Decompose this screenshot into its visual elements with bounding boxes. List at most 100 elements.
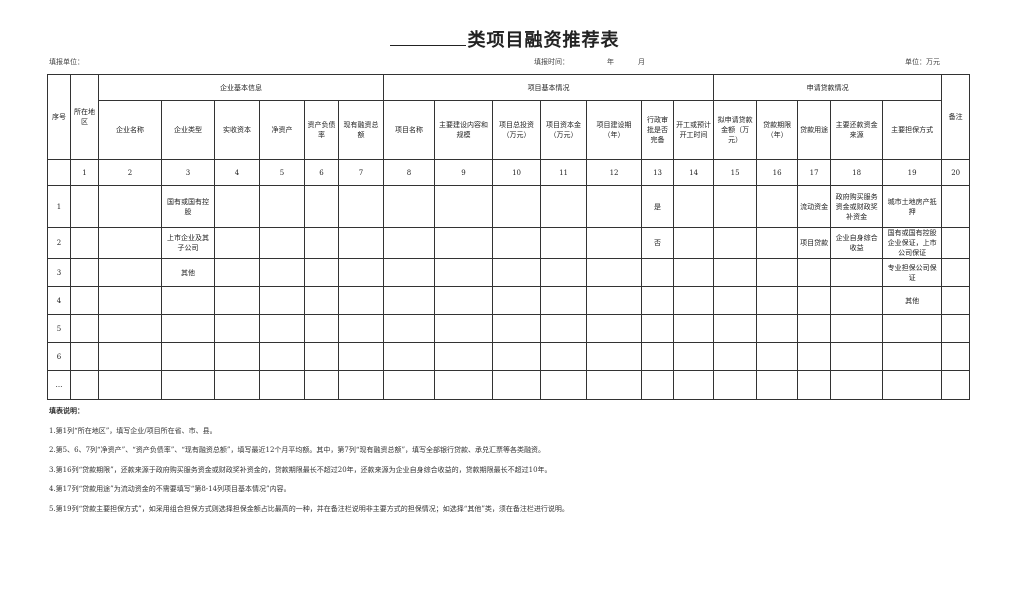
- table-cell[interactable]: [70, 314, 99, 343]
- table-cell[interactable]: [304, 227, 339, 259]
- table-cell[interactable]: [383, 314, 436, 343]
- table-cell[interactable]: [214, 258, 260, 287]
- table-cell[interactable]: [98, 370, 162, 400]
- table-cell[interactable]: [941, 185, 971, 228]
- table-cell[interactable]: [797, 314, 832, 343]
- table-cell[interactable]: [70, 286, 99, 315]
- table-cell[interactable]: 1: [47, 185, 71, 228]
- table-cell[interactable]: [797, 342, 832, 371]
- table-cell[interactable]: [259, 370, 305, 400]
- table-cell[interactable]: 项目贷款: [797, 227, 832, 259]
- table-cell[interactable]: [756, 342, 799, 371]
- table-cell[interactable]: 专业担保公司保证: [882, 258, 943, 287]
- table-cell[interactable]: [214, 370, 260, 400]
- table-cell[interactable]: 国有或国有控股: [161, 185, 215, 228]
- table-cell[interactable]: [161, 342, 215, 371]
- table-cell[interactable]: [540, 258, 588, 287]
- table-cell[interactable]: [492, 185, 542, 228]
- table-cell[interactable]: [756, 314, 799, 343]
- table-cell[interactable]: [941, 370, 971, 400]
- table-cell[interactable]: [756, 227, 799, 259]
- table-cell[interactable]: [641, 370, 675, 400]
- table-cell[interactable]: [337, 286, 385, 315]
- table-cell[interactable]: [641, 258, 675, 287]
- table-cell[interactable]: [941, 227, 971, 259]
- table-cell[interactable]: [586, 342, 643, 371]
- table-cell[interactable]: [882, 314, 943, 343]
- table-cell[interactable]: [304, 258, 339, 287]
- table-cell[interactable]: [641, 314, 675, 343]
- table-cell[interactable]: …: [47, 370, 71, 400]
- table-cell[interactable]: [304, 370, 339, 400]
- table-cell[interactable]: [70, 185, 99, 228]
- table-cell[interactable]: [492, 227, 542, 259]
- table-cell[interactable]: [673, 258, 715, 287]
- table-cell[interactable]: [259, 286, 305, 315]
- table-cell[interactable]: [492, 314, 542, 343]
- table-cell[interactable]: [214, 286, 260, 315]
- table-cell[interactable]: [673, 227, 715, 259]
- table-cell[interactable]: [434, 227, 494, 259]
- table-cell[interactable]: [941, 314, 971, 343]
- table-cell[interactable]: [161, 286, 215, 315]
- table-cell[interactable]: 上市企业及其子公司: [161, 227, 215, 259]
- table-cell[interactable]: [337, 342, 385, 371]
- table-cell[interactable]: [98, 342, 162, 371]
- table-cell[interactable]: 2: [47, 227, 71, 259]
- table-cell[interactable]: [713, 314, 758, 343]
- table-cell[interactable]: [586, 314, 643, 343]
- table-cell[interactable]: [434, 314, 494, 343]
- table-cell[interactable]: [756, 185, 799, 228]
- table-cell[interactable]: [830, 342, 884, 371]
- table-cell[interactable]: 国有或国有控股企业保证，上市公司保证: [882, 227, 943, 259]
- table-cell[interactable]: [830, 314, 884, 343]
- table-cell[interactable]: [259, 258, 305, 287]
- table-cell[interactable]: [98, 185, 162, 228]
- table-cell[interactable]: [383, 258, 436, 287]
- table-cell[interactable]: [713, 227, 758, 259]
- table-cell[interactable]: [797, 286, 832, 315]
- table-cell[interactable]: [540, 185, 588, 228]
- table-cell[interactable]: [98, 314, 162, 343]
- table-cell[interactable]: [713, 258, 758, 287]
- table-cell[interactable]: 6: [47, 342, 71, 371]
- table-cell[interactable]: [586, 286, 643, 315]
- table-cell[interactable]: [214, 314, 260, 343]
- table-cell[interactable]: [214, 227, 260, 259]
- table-cell[interactable]: 4: [47, 286, 71, 315]
- table-cell[interactable]: [70, 227, 99, 259]
- table-cell[interactable]: [797, 370, 832, 400]
- table-cell[interactable]: [713, 342, 758, 371]
- table-cell[interactable]: [673, 314, 715, 343]
- table-cell[interactable]: [586, 227, 643, 259]
- table-cell[interactable]: [259, 227, 305, 259]
- table-cell[interactable]: 政府购买服务资金或财政奖补资金: [830, 185, 884, 228]
- table-cell[interactable]: [586, 258, 643, 287]
- table-cell[interactable]: [540, 342, 588, 371]
- table-cell[interactable]: [797, 258, 832, 287]
- table-cell[interactable]: [492, 286, 542, 315]
- table-cell[interactable]: [673, 185, 715, 228]
- table-cell[interactable]: [882, 342, 943, 371]
- table-cell[interactable]: [713, 185, 758, 228]
- table-cell[interactable]: [434, 258, 494, 287]
- table-cell[interactable]: [830, 286, 884, 315]
- table-cell[interactable]: [259, 314, 305, 343]
- table-cell[interactable]: [304, 185, 339, 228]
- table-cell[interactable]: [434, 286, 494, 315]
- table-cell[interactable]: 否: [641, 227, 675, 259]
- table-cell[interactable]: [434, 342, 494, 371]
- table-cell[interactable]: 是: [641, 185, 675, 228]
- table-cell[interactable]: [540, 286, 588, 315]
- table-cell[interactable]: [641, 342, 675, 371]
- table-cell[interactable]: [586, 370, 643, 400]
- table-cell[interactable]: [882, 370, 943, 400]
- table-cell[interactable]: [383, 185, 436, 228]
- table-cell[interactable]: [713, 286, 758, 315]
- table-cell[interactable]: [673, 342, 715, 371]
- table-cell[interactable]: [673, 370, 715, 400]
- table-cell[interactable]: [492, 370, 542, 400]
- table-cell[interactable]: [161, 370, 215, 400]
- table-cell[interactable]: 3: [47, 258, 71, 287]
- table-cell[interactable]: [304, 342, 339, 371]
